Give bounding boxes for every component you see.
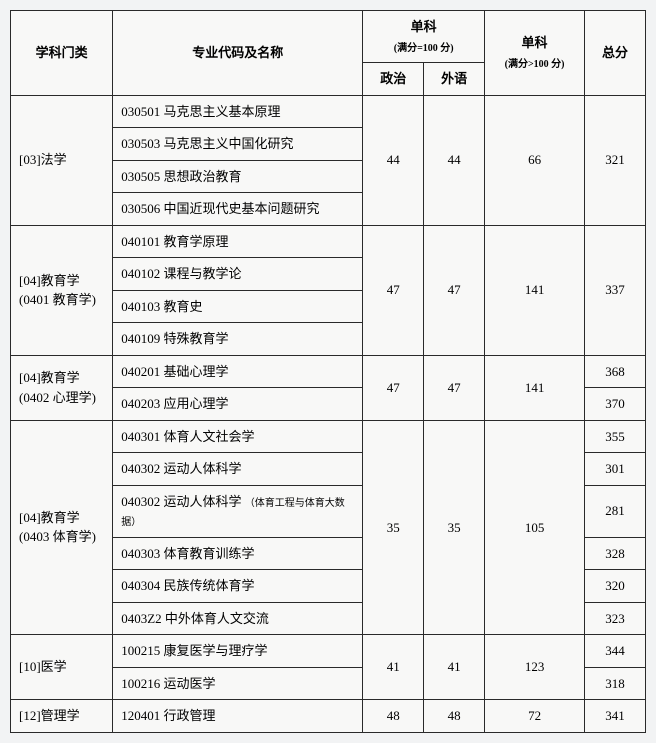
score-sub2: 141 <box>485 225 585 355</box>
header-sub100: 单科 (满分=100 分) <box>363 11 485 63</box>
category-line2: (0403 体育学) <box>19 529 96 544</box>
major-cell: 030506 中国近现代史基本问题研究 <box>113 193 363 226</box>
score-total: 318 <box>585 667 646 700</box>
major-cell: 030501 马克思主义基本原理 <box>113 95 363 128</box>
score-foreign: 35 <box>424 420 485 635</box>
score-total: 328 <box>585 537 646 570</box>
score-total: 323 <box>585 602 646 635</box>
score-foreign: 41 <box>424 635 485 700</box>
major-cell: 040304 民族传统体育学 <box>113 570 363 603</box>
header-sub100-title: 单科 <box>411 19 437 34</box>
major-cell: 040303 体育教育训练学 <box>113 537 363 570</box>
major-cell: 040203 应用心理学 <box>113 388 363 421</box>
score-politics: 35 <box>363 420 424 635</box>
score-politics: 41 <box>363 635 424 700</box>
header-major: 专业代码及名称 <box>113 11 363 96</box>
score-total: 337 <box>585 225 646 355</box>
major-cell: 040101 教育学原理 <box>113 225 363 258</box>
header-sub100-note: (满分=100 分) <box>394 43 454 54</box>
score-total: 370 <box>585 388 646 421</box>
score-total: 368 <box>585 355 646 388</box>
score-politics: 48 <box>363 700 424 733</box>
major-cell: 040201 基础心理学 <box>113 355 363 388</box>
major-cell: 040109 特殊教育学 <box>113 323 363 356</box>
score-politics: 47 <box>363 355 424 420</box>
score-sub2: 66 <box>485 95 585 225</box>
major-cell: 0403Z2 中外体育人文交流 <box>113 602 363 635</box>
major-cell: 100215 康复医学与理疗学 <box>113 635 363 668</box>
header-politics: 政治 <box>363 63 424 96</box>
header-category: 学科门类 <box>11 11 113 96</box>
category-line2: (0402 心理学) <box>19 390 96 405</box>
category-line1: [04]教育学 <box>19 510 80 525</box>
score-politics: 44 <box>363 95 424 225</box>
score-total: 301 <box>585 453 646 486</box>
major-cell: 040302 运动人体科学 （体育工程与体育大数据） <box>113 485 363 537</box>
score-total: 355 <box>585 420 646 453</box>
major-text: 040302 运动人体科学 <box>121 494 241 509</box>
category-cell: [04]教育学 (0401 教育学) <box>11 225 113 355</box>
score-table: 学科门类 专业代码及名称 单科 (满分=100 分) 单科 (满分>100 分)… <box>10 10 646 733</box>
score-total: 344 <box>585 635 646 668</box>
header-over100-title: 单科 <box>522 35 548 50</box>
score-politics: 47 <box>363 225 424 355</box>
score-total: 321 <box>585 95 646 225</box>
major-cell: 040102 课程与教学论 <box>113 258 363 291</box>
score-total: 320 <box>585 570 646 603</box>
category-line1: [04]教育学 <box>19 370 80 385</box>
header-foreign: 外语 <box>424 63 485 96</box>
category-cell: [04]教育学 (0402 心理学) <box>11 355 113 420</box>
header-over100-note: (满分>100 分) <box>505 59 565 70</box>
major-cell: 040301 体育人文社会学 <box>113 420 363 453</box>
major-cell: 030503 马克思主义中国化研究 <box>113 128 363 161</box>
header-over100: 单科 (满分>100 分) <box>485 11 585 96</box>
major-cell: 040103 教育史 <box>113 290 363 323</box>
score-sub2: 105 <box>485 420 585 635</box>
score-foreign: 48 <box>424 700 485 733</box>
header-total: 总分 <box>585 11 646 96</box>
major-cell: 030505 思想政治教育 <box>113 160 363 193</box>
major-cell: 040302 运动人体科学 <box>113 453 363 486</box>
score-foreign: 47 <box>424 225 485 355</box>
category-line2: (0401 教育学) <box>19 292 96 307</box>
major-cell: 100216 运动医学 <box>113 667 363 700</box>
score-total: 341 <box>585 700 646 733</box>
major-cell: 120401 行政管理 <box>113 700 363 733</box>
score-foreign: 44 <box>424 95 485 225</box>
score-total: 281 <box>585 485 646 537</box>
category-cell: [03]法学 <box>11 95 113 225</box>
score-sub2: 123 <box>485 635 585 700</box>
score-sub2: 141 <box>485 355 585 420</box>
score-sub2: 72 <box>485 700 585 733</box>
category-cell: [04]教育学 (0403 体育学) <box>11 420 113 635</box>
category-cell: [10]医学 <box>11 635 113 700</box>
category-cell: [12]管理学 <box>11 700 113 733</box>
score-foreign: 47 <box>424 355 485 420</box>
category-line1: [04]教育学 <box>19 273 80 288</box>
